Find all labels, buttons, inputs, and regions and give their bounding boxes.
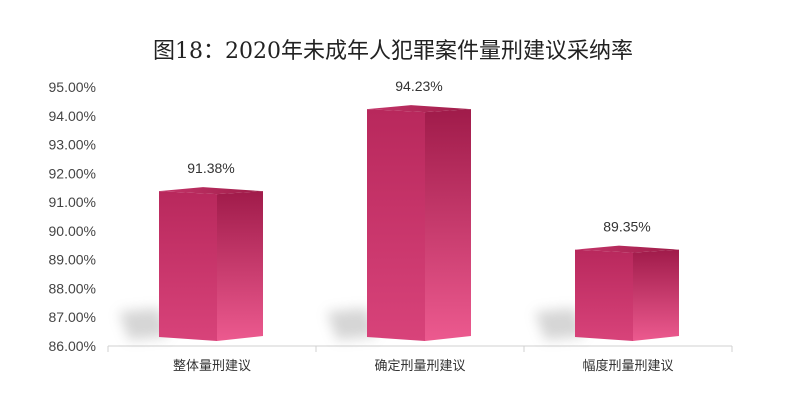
y-tick-label: 93.00% xyxy=(49,137,96,153)
y-tick-label: 90.00% xyxy=(49,223,96,239)
bar: 89.35% xyxy=(535,219,679,341)
bar-top-face xyxy=(159,187,263,195)
chart-title: 图18：2020年未成年人犯罪案件量刑建议采纳率 xyxy=(153,39,633,64)
y-tick-label: 87.00% xyxy=(49,309,96,325)
bar-front-face xyxy=(367,109,425,341)
bar-side-face xyxy=(217,191,263,341)
bar-value-label: 89.35% xyxy=(603,219,650,235)
y-tick-label: 94.00% xyxy=(49,108,96,124)
bar-shadow xyxy=(119,308,169,340)
y-axis: 86.00% 87.00% 88.00% 89.00% 90.00% 91.00% 92.0… xyxy=(49,79,96,354)
bar-value-label: 91.38% xyxy=(187,160,234,176)
bars-group: 91.38% 94.23% 89.35% xyxy=(119,78,679,341)
y-tick-label: 88.00% xyxy=(49,280,96,296)
x-category-label: 整体量刑建议 xyxy=(173,359,251,374)
y-tick-label: 86.00% xyxy=(49,338,96,354)
x-category-label: 确定刑量刑建议 xyxy=(374,359,465,374)
bar-value-label: 94.23% xyxy=(395,78,442,94)
bar-front-face xyxy=(575,249,633,341)
x-category-label: 幅度刑量刑建议 xyxy=(582,358,673,374)
y-tick-label: 95.00% xyxy=(49,79,96,95)
bar: 91.38% xyxy=(119,160,263,341)
bar-front-face xyxy=(159,191,217,341)
y-tick-label: 91.00% xyxy=(49,194,96,210)
y-tick-label: 92.00% xyxy=(49,165,96,181)
bar-top-face xyxy=(367,105,471,113)
bar: 94.23% xyxy=(327,78,471,341)
bar-top-face xyxy=(575,245,679,253)
bar-side-face xyxy=(425,109,471,341)
x-axis: 整体量刑建议 确定刑量刑建议 幅度刑量刑建议 xyxy=(107,345,733,374)
bar-side-face xyxy=(633,249,679,341)
y-tick-label: 89.00% xyxy=(49,252,96,268)
bar-shadow xyxy=(535,308,585,340)
bar-shadow xyxy=(327,308,377,340)
